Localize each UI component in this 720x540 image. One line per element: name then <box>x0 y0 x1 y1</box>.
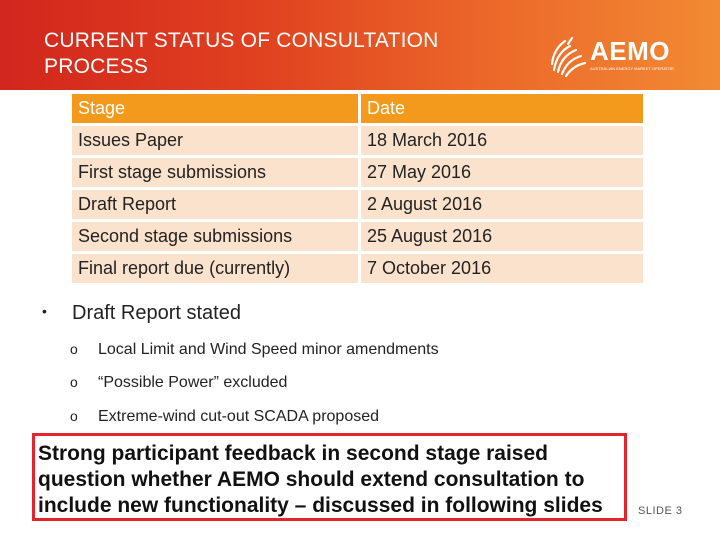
sub-bullet-item: o Extreme-wind cut-out SCADA proposed <box>70 408 379 426</box>
title-banner: CURRENT STATUS OF CONSULTATION PROCESS A… <box>0 0 720 90</box>
bullet-point: • Draft Report stated <box>42 302 241 325</box>
aemo-logo-tagline: AUSTRALIAN ENERGY MARKET OPERATOR <box>590 66 674 71</box>
stage-cell: Draft Report <box>72 190 361 222</box>
table-header-row: Stage Date <box>72 94 643 126</box>
table-row: Draft Report 2 August 2016 <box>72 190 643 222</box>
date-cell: 18 March 2016 <box>361 126 643 158</box>
date-cell: 2 August 2016 <box>361 190 643 222</box>
table-row: Second stage submissions 25 August 2016 <box>72 222 643 254</box>
highlight-callout-box: Strong participant feedback in second st… <box>32 433 627 521</box>
date-cell: 25 August 2016 <box>361 222 643 254</box>
aemo-logo-text: AEMO <box>590 36 670 66</box>
sub-bullet-icon: o <box>70 408 78 424</box>
stage-cell: First stage submissions <box>72 158 361 190</box>
date-cell: 27 May 2016 <box>361 158 643 190</box>
consultation-timeline-table: Stage Date Issues Paper 18 March 2016 Fi… <box>72 94 643 286</box>
slide-title-line-2: PROCESS <box>44 55 149 78</box>
table-row: First stage submissions 27 May 2016 <box>72 158 643 190</box>
slide-title: CURRENT STATUS OF CONSULTATION PROCESS <box>44 28 524 80</box>
sub-bullet-text: Local Limit and Wind Speed minor amendme… <box>98 341 439 358</box>
sub-bullet-item: o Local Limit and Wind Speed minor amendm… <box>70 341 439 359</box>
column-header-date: Date <box>361 94 643 126</box>
column-header-stage: Stage <box>72 94 361 126</box>
stage-cell: Second stage submissions <box>72 222 361 254</box>
aemo-logo-mark-icon <box>550 36 587 78</box>
bullet-text: Draft Report stated <box>72 302 241 324</box>
slide-title-line-1: CURRENT STATUS OF CONSULTATION <box>44 29 439 52</box>
bullet-icon: • <box>42 303 47 319</box>
slide-number: SLIDE 3 <box>638 505 683 517</box>
sub-bullet-icon: o <box>70 374 78 390</box>
sub-bullet-text: “Possible Power” excluded <box>98 374 288 391</box>
sub-bullet-item: o “Possible Power” excluded <box>70 374 287 392</box>
aemo-logo: AEMO AUSTRALIAN ENERGY MARKET OPERATOR <box>548 36 678 82</box>
stage-cell: Issues Paper <box>72 126 361 158</box>
table-row: Issues Paper 18 March 2016 <box>72 126 643 158</box>
date-cell: 7 October 2016 <box>361 254 643 286</box>
sub-bullet-text: Extreme-wind cut-out SCADA proposed <box>98 408 380 425</box>
table-row: Final report due (currently) 7 October 2… <box>72 254 643 286</box>
sub-bullet-icon: o <box>70 341 78 357</box>
stage-cell: Final report due (currently) <box>72 254 361 286</box>
